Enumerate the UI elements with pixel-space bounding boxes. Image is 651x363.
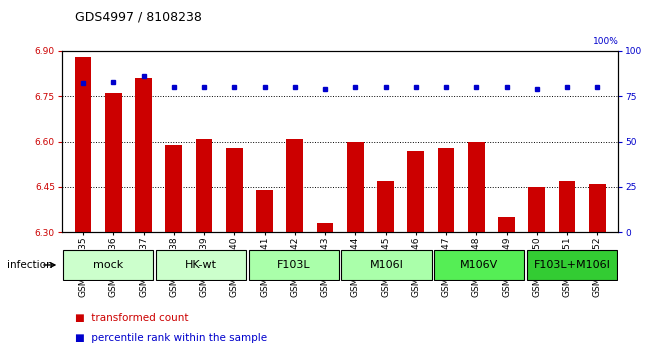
Bar — [256, 190, 273, 363]
Bar — [249, 250, 339, 280]
Bar — [347, 142, 364, 363]
Bar — [527, 250, 617, 280]
Bar — [226, 148, 243, 363]
Text: GDS4997 / 8108238: GDS4997 / 8108238 — [75, 11, 202, 24]
Bar — [437, 148, 454, 363]
Bar — [468, 142, 484, 363]
Bar — [589, 184, 605, 363]
Bar — [156, 250, 246, 280]
Text: F103L+M106I: F103L+M106I — [534, 260, 611, 270]
Text: ■  percentile rank within the sample: ■ percentile rank within the sample — [75, 333, 267, 343]
Text: ■  transformed count: ■ transformed count — [75, 313, 188, 323]
Text: HK-wt: HK-wt — [185, 260, 217, 270]
Bar — [196, 139, 212, 363]
Bar — [135, 78, 152, 363]
Bar — [316, 223, 333, 363]
Bar — [377, 181, 394, 363]
Text: M106V: M106V — [460, 260, 499, 270]
Text: infection: infection — [7, 260, 52, 270]
Bar — [165, 144, 182, 363]
Bar — [434, 250, 525, 280]
Bar — [498, 217, 515, 363]
Text: mock: mock — [93, 260, 123, 270]
Bar — [63, 250, 154, 280]
Bar — [559, 181, 575, 363]
Bar — [341, 250, 432, 280]
Text: 100%: 100% — [592, 37, 618, 46]
Text: F103L: F103L — [277, 260, 311, 270]
Bar — [75, 57, 91, 363]
Bar — [105, 93, 122, 363]
Bar — [529, 187, 545, 363]
Text: M106I: M106I — [370, 260, 404, 270]
Bar — [286, 139, 303, 363]
Bar — [408, 151, 424, 363]
